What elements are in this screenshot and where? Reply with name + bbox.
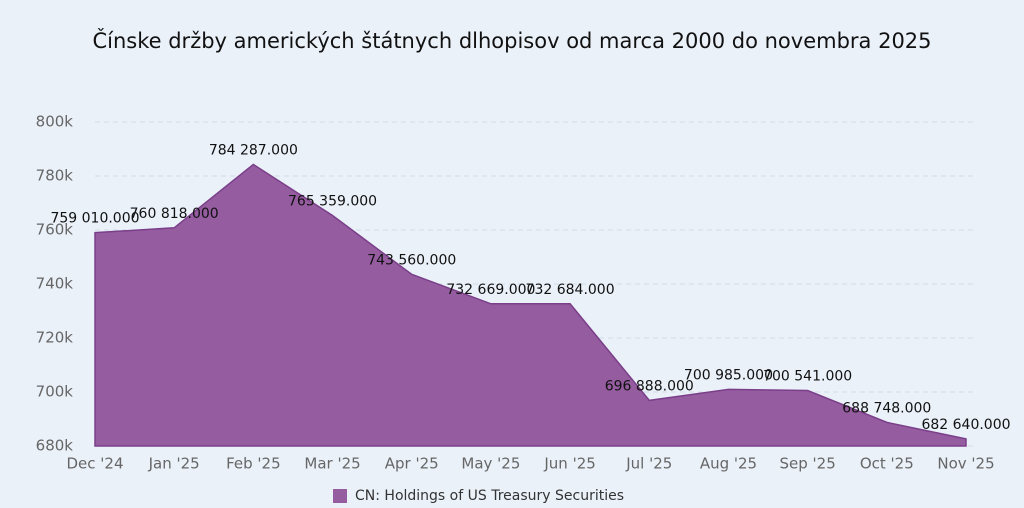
x-tick-label: Oct '25 — [860, 455, 914, 473]
data-label: 732 684.000 — [526, 282, 615, 298]
x-tick-label: Aug '25 — [700, 455, 757, 473]
x-tick-label: Jan '25 — [148, 455, 200, 473]
y-tick-label: 760k — [36, 221, 74, 239]
x-tick-label: Apr '25 — [385, 455, 439, 473]
x-tick-label: Mar '25 — [304, 455, 360, 473]
legend-label: CN: Holdings of US Treasury Securities — [355, 488, 624, 504]
chart-title: Čínske držby amerických štátnych dlhopis… — [92, 28, 931, 53]
x-tick-label: Jul '25 — [625, 455, 672, 473]
data-label: 700 985.000 — [684, 367, 773, 383]
x-tick-label: May '25 — [461, 455, 520, 473]
y-tick-label: 680k — [36, 437, 74, 455]
y-tick-label: 800k — [36, 113, 74, 131]
y-tick-label: 780k — [36, 167, 74, 185]
data-label: 760 818.000 — [130, 206, 219, 222]
x-tick-label: Dec '24 — [66, 455, 123, 473]
x-tick-label: Feb '25 — [226, 455, 281, 473]
data-label: 696 888.000 — [605, 378, 694, 394]
data-label: 682 640.000 — [921, 417, 1010, 433]
data-label: 784 287.000 — [209, 142, 298, 158]
x-tick-label: Nov '25 — [937, 455, 994, 473]
data-label: 765 359.000 — [288, 194, 377, 210]
data-label: 759 010.000 — [50, 211, 139, 227]
legend-swatch — [333, 489, 347, 503]
x-tick-label: Jun '25 — [543, 455, 595, 473]
y-tick-label: 740k — [36, 275, 74, 293]
area — [94, 163, 967, 447]
data-label: 743 560.000 — [367, 252, 456, 268]
x-tick-label: Sep '25 — [780, 455, 836, 473]
data-label: 688 748.000 — [842, 400, 931, 416]
data-label: 732 669.000 — [446, 282, 535, 298]
y-tick-label: 720k — [36, 329, 74, 347]
data-label: 700 541.000 — [763, 369, 852, 385]
y-tick-label: 700k — [36, 383, 74, 401]
